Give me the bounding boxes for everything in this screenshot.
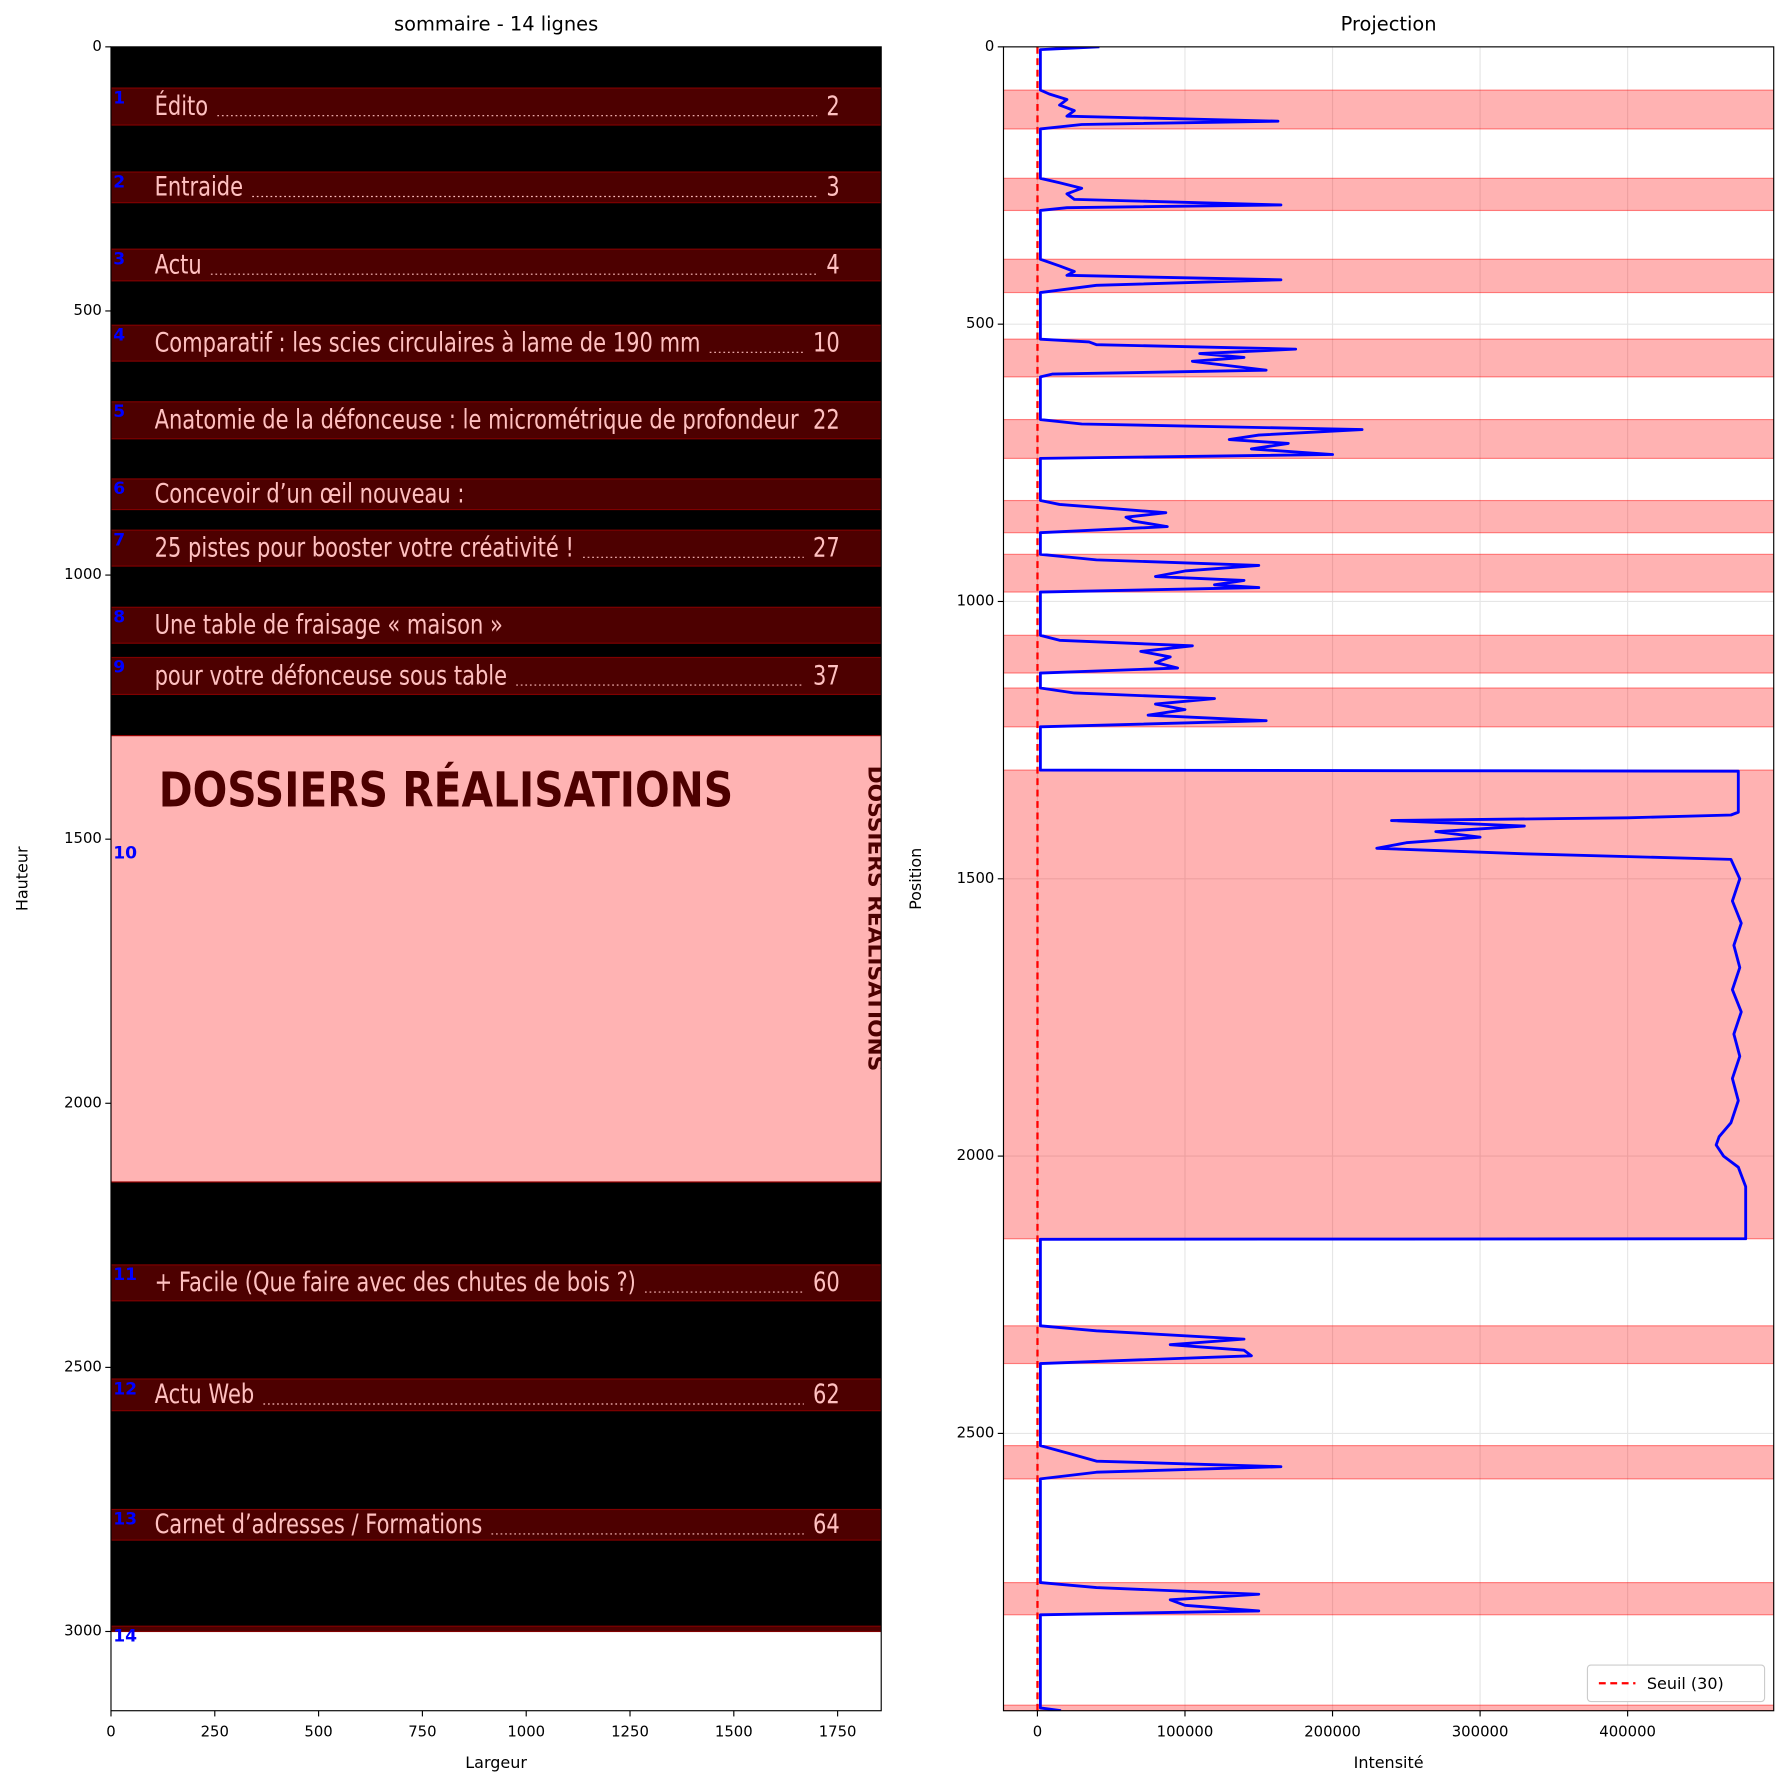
entry-text: + Facile (Que faire avec des chutes de b…: [155, 1267, 636, 1298]
y-tick-label: 500: [74, 301, 102, 319]
line-band: [1003, 177, 1774, 212]
line-number: 7: [113, 530, 125, 550]
y-tick-label: 500: [966, 314, 994, 332]
entry-text: Actu: [155, 249, 202, 280]
line-band: [110, 1264, 882, 1302]
y-tick-label: 3000: [64, 1621, 102, 1639]
entry-page: 2: [826, 91, 839, 122]
chart-title: sommaire - 14 lignes: [394, 13, 598, 36]
entry-text: Concevoir d’un œil nouveau :: [155, 478, 465, 509]
line-number: 1: [113, 88, 125, 108]
entry-text: Actu Web: [155, 1379, 255, 1410]
line-band: [110, 529, 882, 567]
entry-page: 64: [813, 1509, 840, 1540]
legend-box: [1586, 1664, 1766, 1703]
entry-page: 22: [813, 404, 840, 435]
entry-page: 60: [813, 1267, 840, 1298]
x-tick-label: 100000: [1157, 1722, 1214, 1740]
y-tick-label: 2000: [957, 1146, 995, 1164]
axes-frame: [110, 46, 882, 1712]
x-tick-label: 1000: [507, 1722, 545, 1740]
image-panel: Édito 2 Entraide 3 Actu 4 Comparatif : les sci…: [110, 46, 888, 1633]
profile-line: [1038, 46, 1748, 1711]
entry-text: Comparatif : les scies circulaires à lam…: [155, 327, 701, 358]
entry-page: 27: [813, 532, 840, 563]
line-band: [110, 478, 882, 511]
plot-panel: [1003, 46, 1774, 1711]
entry-page: 62: [813, 1379, 840, 1410]
line-band: [110, 171, 882, 204]
line-band: [110, 324, 882, 362]
x-tick-label: 1250: [611, 1722, 649, 1740]
entry-page: 10: [813, 327, 840, 358]
line-number: 11: [113, 1265, 137, 1285]
y-tick-label: 0: [985, 37, 994, 55]
line-number: 9: [113, 658, 125, 678]
line-number: 14: [113, 1626, 137, 1646]
entry-text: Anatomie de la défonceuse : le micrométr…: [155, 404, 799, 435]
y-tick-label: 1000: [64, 565, 102, 583]
line-number: 13: [113, 1510, 137, 1530]
side-text: DOSSIERS RÉALISATIONS: [862, 766, 888, 1072]
x-tick-label: 250: [201, 1722, 229, 1740]
line-band: [1003, 634, 1774, 674]
line-number: 6: [113, 479, 125, 499]
line-number: 4: [113, 326, 125, 346]
x-tick-label: 1750: [819, 1722, 857, 1740]
line-number: 3: [113, 249, 125, 269]
line-band: [110, 735, 882, 1183]
y-tick-label: 2500: [64, 1357, 102, 1375]
line-number: 10: [113, 844, 137, 864]
line-band: [110, 656, 882, 696]
line-band: [110, 248, 882, 282]
line-number: 2: [113, 172, 125, 192]
entry-page: 37: [813, 660, 840, 691]
x-tick-label: 0: [1033, 1722, 1042, 1740]
line-band: [110, 401, 882, 440]
line-number: 8: [113, 608, 125, 628]
line-band: [1003, 1704, 1774, 1711]
entry-text: Carnet d’adresses / Formations: [155, 1509, 483, 1540]
y-tick-label: 2000: [64, 1093, 102, 1111]
line-band: [110, 87, 882, 126]
chart-title: Projection: [1341, 13, 1437, 36]
y-axis-label: Position: [906, 848, 925, 910]
entry-text: pour votre défonceuse sous table: [155, 660, 507, 691]
x-tick-label: 1500: [715, 1722, 753, 1740]
y-tick-label: 1500: [957, 869, 995, 887]
x-tick-label: 200000: [1304, 1722, 1361, 1740]
entry-page: 4: [826, 249, 839, 280]
entry-text: Une table de fraisage « maison »: [155, 609, 503, 640]
x-axis-label: Largeur: [465, 1753, 527, 1772]
x-tick-label: 750: [408, 1722, 436, 1740]
line-band: [110, 1508, 882, 1541]
line-band: [1003, 89, 1774, 130]
entry-text: Édito: [155, 91, 209, 122]
line-band: [110, 1378, 882, 1412]
y-tick-label: 1000: [957, 591, 995, 609]
x-tick-label: 400000: [1599, 1722, 1656, 1740]
y-tick-label: 2500: [957, 1423, 995, 1441]
line-band: [1003, 769, 1774, 1240]
entry-page: 3: [826, 171, 839, 202]
entry-text: 25 pistes pour booster votre créativité …: [155, 532, 574, 563]
x-tick-label: 300000: [1452, 1722, 1509, 1740]
legend-label: Seuil (30): [1647, 1674, 1724, 1693]
line-number: 5: [113, 402, 125, 422]
axes-frame: [1002, 46, 1775, 1712]
x-tick-label: 500: [304, 1722, 332, 1740]
line-band: [110, 606, 882, 644]
x-axis-label: Intensité: [1354, 1753, 1424, 1772]
x-tick-label: 0: [106, 1722, 115, 1740]
y-tick-label: 0: [92, 37, 101, 55]
entry-text: Entraide: [155, 171, 244, 202]
line-number: 12: [113, 1379, 137, 1399]
section-title: DOSSIERS RÉALISATIONS: [159, 761, 733, 818]
y-tick-label: 1500: [64, 829, 102, 847]
line-band: [110, 1625, 882, 1633]
y-axis-label: Hauteur: [12, 846, 31, 911]
